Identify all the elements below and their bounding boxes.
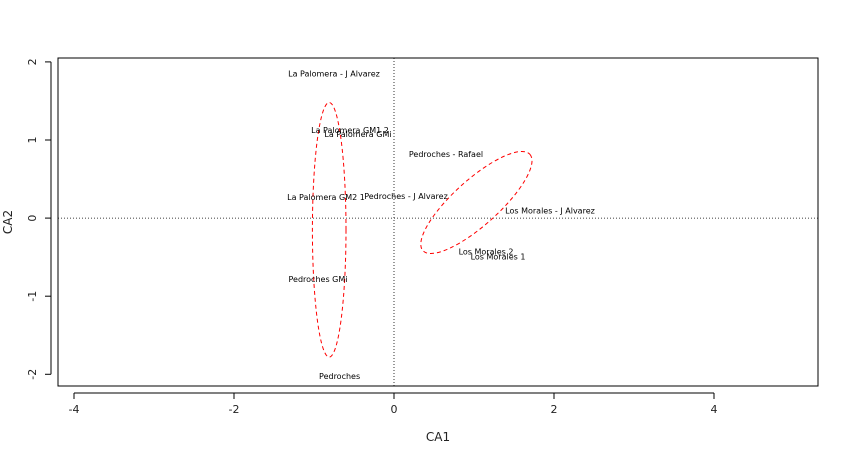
y-axis-title: CA2 bbox=[1, 210, 15, 234]
point-label: La Palomera - J Alvarez bbox=[288, 70, 380, 79]
confidence-ellipse-2 bbox=[420, 150, 533, 255]
y-tick-label: 0 bbox=[26, 215, 39, 222]
point-label: Los Morales 1 bbox=[471, 252, 526, 261]
x-tick-label: -4 bbox=[69, 403, 80, 416]
confidence-ellipse-1 bbox=[311, 102, 347, 358]
x-tick-label: 0 bbox=[391, 403, 398, 416]
confidence-ellipses bbox=[311, 102, 533, 358]
point-label: Pedroches bbox=[319, 372, 360, 381]
x-tick-label: 4 bbox=[711, 403, 718, 416]
point-label: La Palomera GM2 1 bbox=[287, 193, 365, 202]
point-label: La Palomera GM1 2 bbox=[311, 126, 389, 135]
x-tick-label: 2 bbox=[551, 403, 558, 416]
point-label: La Palomera GMi bbox=[324, 130, 391, 139]
y-axis: -2 -1 0 1 2 bbox=[26, 58, 52, 380]
point-label: Los Morales 2 bbox=[459, 248, 514, 257]
point-label: Pedroches GMi bbox=[289, 275, 348, 284]
reference-lines bbox=[58, 58, 818, 386]
plot-frame bbox=[57, 57, 819, 387]
y-tick-label: -1 bbox=[26, 291, 39, 302]
point-label: Pedroches - Rafael bbox=[409, 150, 483, 159]
x-tick-label: -2 bbox=[229, 403, 240, 416]
point-label: Los Morales - J Alvarez bbox=[505, 206, 595, 215]
x-axis: -4 -2 0 2 4 bbox=[69, 392, 718, 416]
y-tick-label: 1 bbox=[26, 137, 39, 144]
x-axis-title: CA1 bbox=[426, 430, 450, 444]
y-tick-label: 2 bbox=[26, 58, 39, 65]
point-labels: La Palomera - J Alvarez La Palomera GM1 2… bbox=[287, 70, 595, 381]
point-label: Pedroches - J Alvarez bbox=[364, 192, 448, 201]
y-tick-label: -2 bbox=[26, 369, 39, 380]
